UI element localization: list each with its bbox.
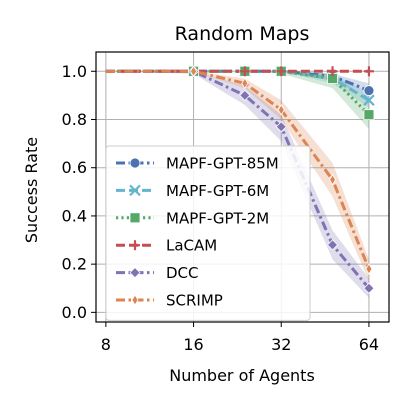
y-tick-label: 0.6 <box>62 158 87 177</box>
marker-lacam <box>363 66 374 77</box>
legend-entry-dcc: DCC <box>116 264 199 282</box>
series-markers <box>187 65 375 294</box>
marker-scrimp <box>329 173 337 186</box>
x-tick-label: 64 <box>359 335 379 354</box>
legend-marker <box>129 184 141 197</box>
y-axis-label: Success Rate <box>22 137 41 243</box>
legend-label: MAPF-GPT-6M <box>166 182 269 200</box>
y-tick-label: 1.0 <box>62 62 87 81</box>
legend-label: MAPF-GPT-2M <box>166 209 269 227</box>
legend-marker <box>129 212 141 224</box>
y-tick-label: 0.2 <box>62 255 87 274</box>
chart-title: Random Maps <box>175 23 310 45</box>
legend-marker <box>131 294 139 306</box>
y-tick-label: 0.4 <box>62 206 87 225</box>
legend-entry-mapf-gpt-2m: MAPF-GPT-2M <box>116 209 269 227</box>
marker-lacam <box>276 66 287 77</box>
marker-dcc <box>363 282 375 294</box>
marker-dcc <box>326 239 339 251</box>
marker-scrimp <box>241 77 249 90</box>
legend-entry-lacam: LaCAM <box>116 237 217 255</box>
marker-dcc <box>239 89 251 101</box>
legend-label: LaCAM <box>166 237 217 255</box>
marker-scrimp <box>190 65 198 78</box>
y-tick-label: 0.0 <box>62 303 87 322</box>
marker-lacam <box>327 66 338 77</box>
legend-box <box>105 145 311 321</box>
legend-marker <box>130 240 140 251</box>
legend-entry-scrimp: SCRIMP <box>116 292 223 310</box>
series-lines <box>105 69 371 290</box>
legend: MAPF-GPT-85M MAPF-GPT-6M MAPF-GPT-2M LaCAM D… <box>105 145 311 321</box>
marker-lacam <box>239 66 250 77</box>
line-dcc <box>105 69 371 290</box>
axis-ticks: 8 16 32 64 0.0 0.2 0.4 0.6 0.8 1.0 <box>62 62 380 354</box>
marker-scrimp <box>365 263 373 275</box>
marker-scrimp <box>277 104 285 116</box>
x-tick-label: 8 <box>101 335 111 354</box>
marker-mapf-gpt-85m <box>363 85 375 96</box>
legend-label: DCC <box>166 264 199 282</box>
legend-entry-mapf-gpt-6m: MAPF-GPT-6M <box>116 182 269 200</box>
marker-mapf-gpt-6m <box>363 94 375 106</box>
plot-frame <box>95 51 390 323</box>
line-scrimp <box>105 69 371 270</box>
x-tick-label: 32 <box>271 335 291 354</box>
x-tick-label: 16 <box>183 335 203 354</box>
legend-label: MAPF-GPT-85M <box>166 155 279 173</box>
legend-label: SCRIMP <box>166 292 223 310</box>
legend-marker <box>129 157 141 169</box>
marker-dcc <box>275 121 287 133</box>
legend-entry-mapf-gpt-85m: MAPF-GPT-85M <box>116 155 279 173</box>
x-axis-label: Number of Agents <box>169 366 315 385</box>
marker-mapf-gpt-2m <box>363 109 375 121</box>
y-tick-label: 0.8 <box>62 110 87 129</box>
legend-marker <box>129 267 141 279</box>
